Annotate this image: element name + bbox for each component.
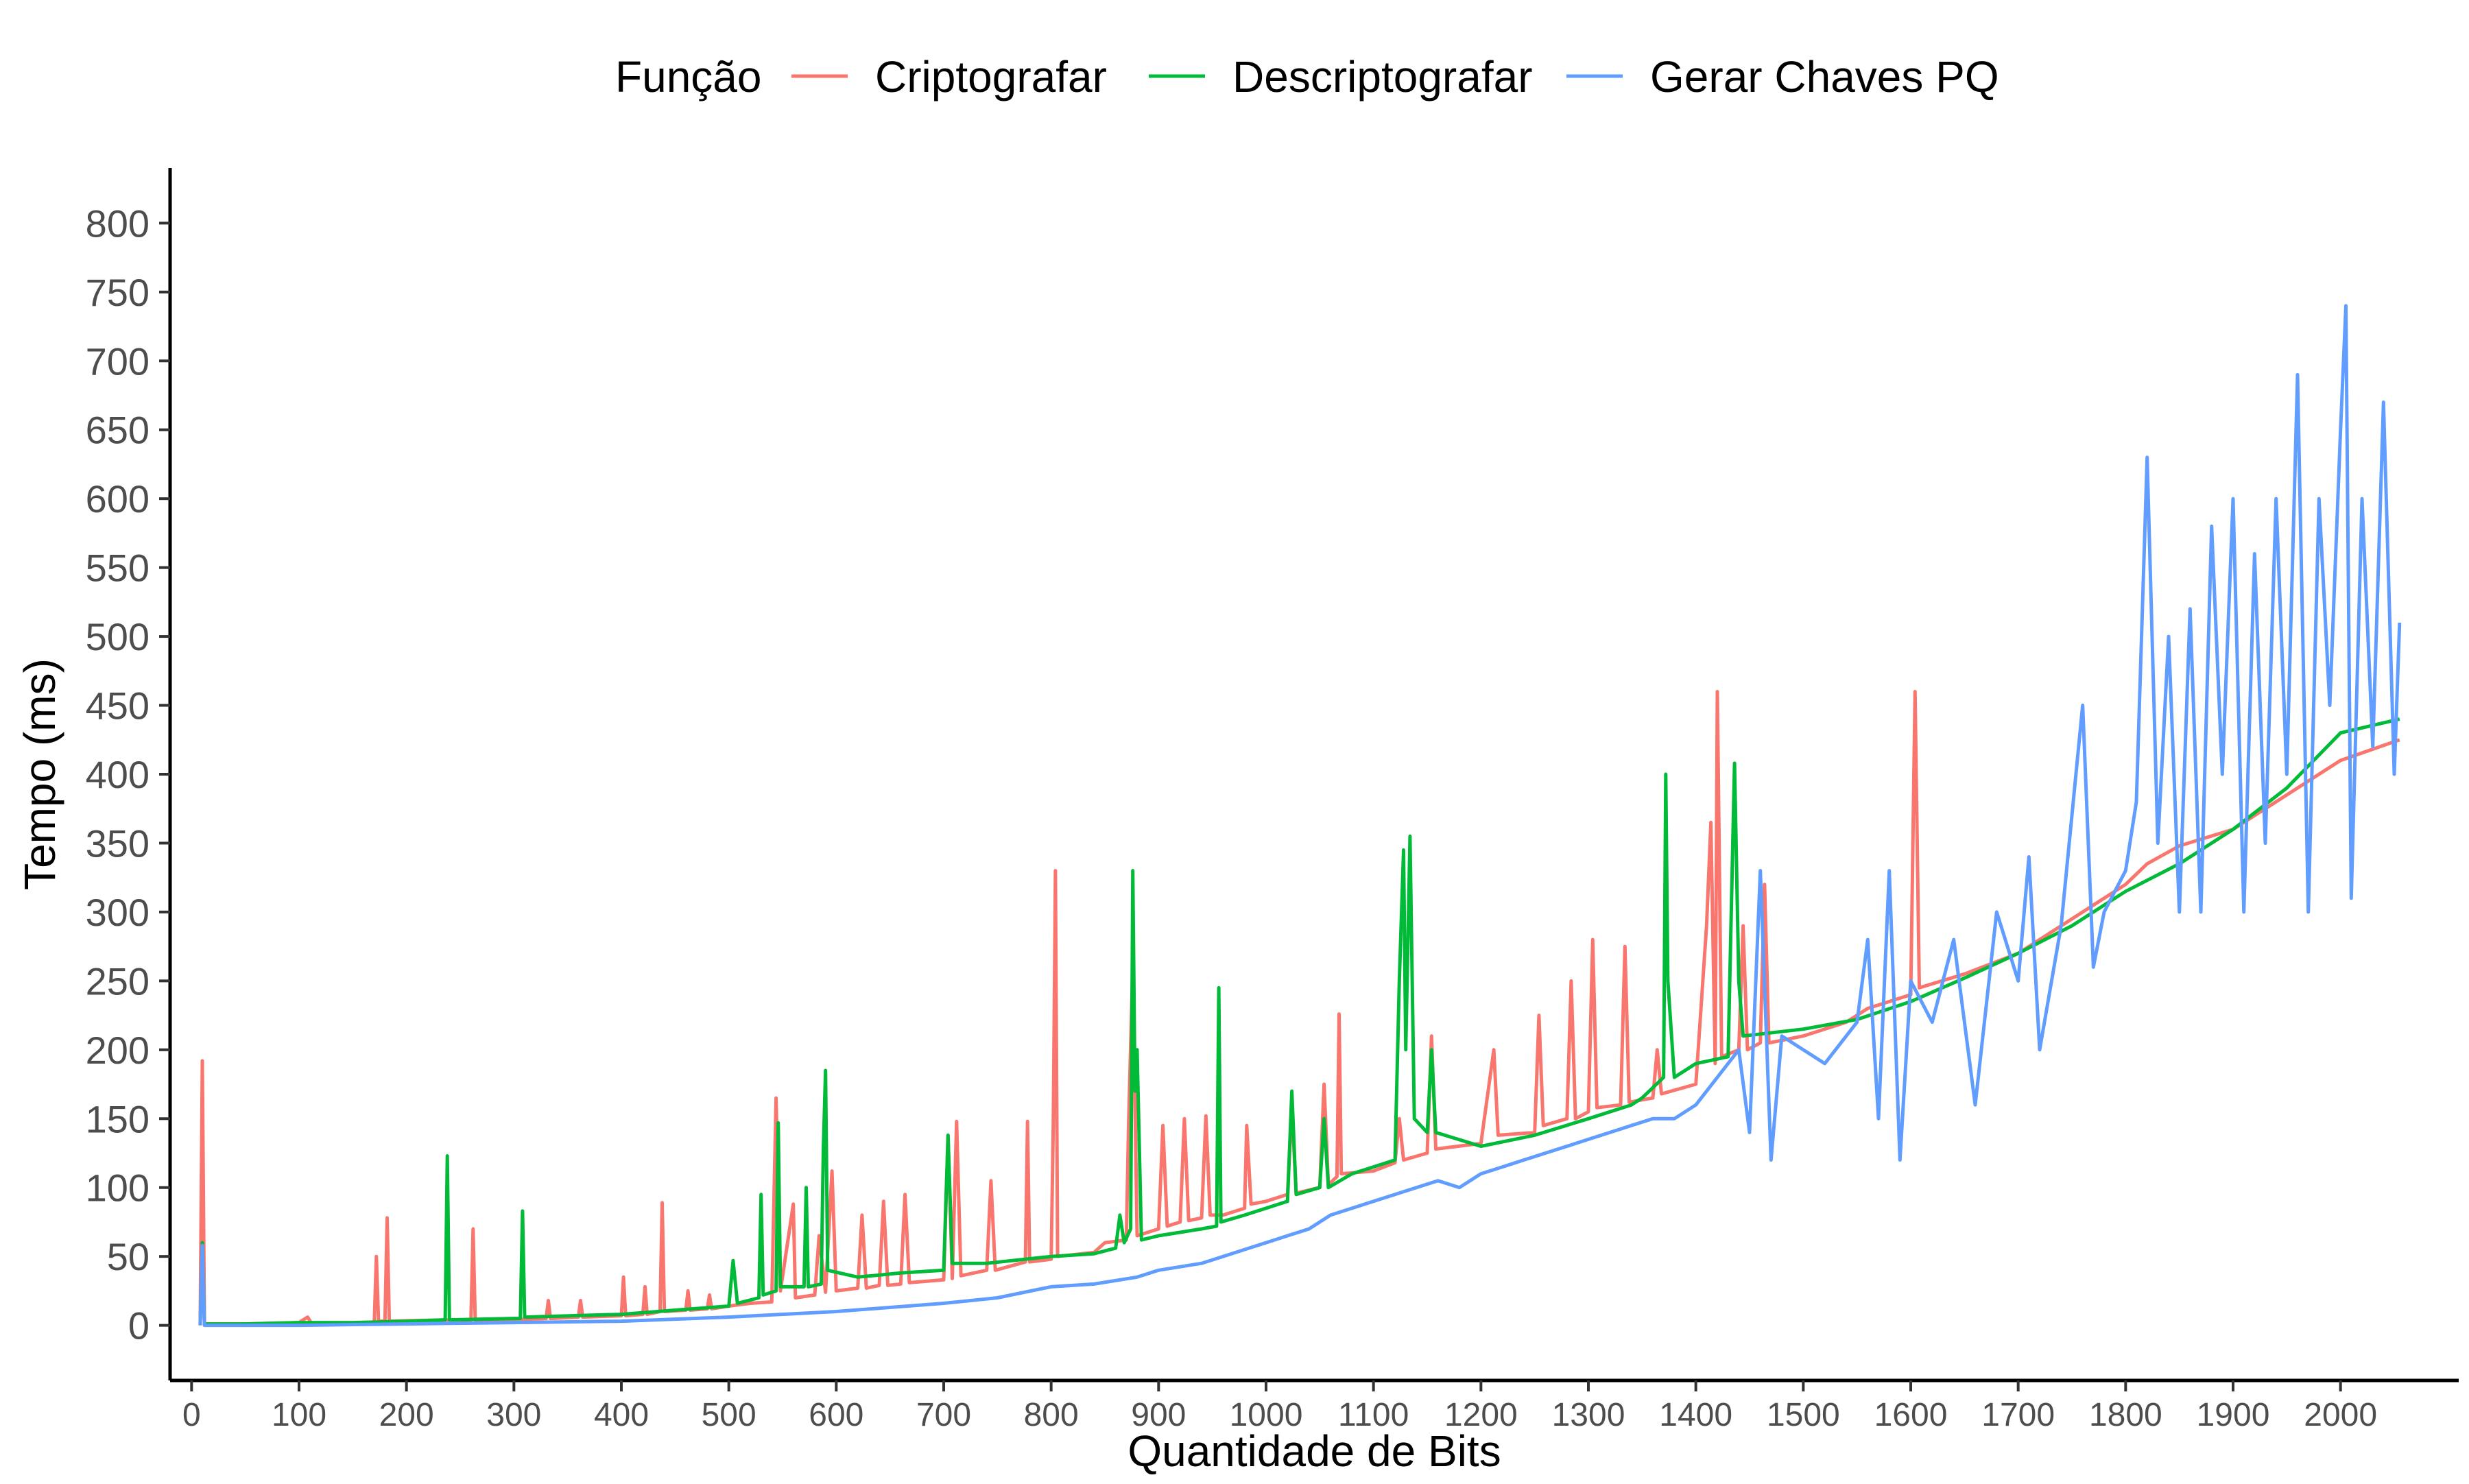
x-tick-label: 1600 [1874,1397,1948,1433]
y-axis-ticks: 0 50 100 150 200 250 300 350 400 450 500 550 600 650 7… [86,202,170,1348]
legend-label-1: Criptografar [875,52,1107,101]
y-tick-label: 350 [86,822,150,865]
legend-label-3: Gerar Chaves PQ [1650,52,1999,101]
x-tick-label: 800 [1024,1397,1079,1433]
x-tick-label: 1500 [1767,1397,1840,1433]
x-tick-label: 1000 [1230,1397,1303,1433]
legend: Função Criptografar Descriptografar Gerar … [615,52,1999,101]
x-tick-label: 100 [272,1397,326,1433]
legend-items: Criptografar Descriptografar Gerar Chaves … [791,52,1999,101]
x-tick-label: 900 [1131,1397,1186,1433]
y-tick-label: 400 [86,753,150,796]
y-tick-label: 50 [107,1235,150,1278]
y-tick-label: 0 [128,1304,150,1348]
y-tick-label: 200 [86,1029,150,1072]
x-tick-label: 300 [486,1397,541,1433]
x-tick-label: 1800 [2089,1397,2162,1433]
x-tick-label: 200 [379,1397,434,1433]
x-tick-label: 700 [916,1397,971,1433]
x-axis-ticks: 0 100 200 300 400 500 600 700 800 900 1000 1100 1200… [182,1380,2377,1433]
y-tick-label: 150 [86,1097,150,1140]
y-tick-label: 450 [86,684,150,728]
x-tick-label: 1400 [1659,1397,1732,1433]
y-tick-label: 600 [86,477,150,520]
y-tick-label: 300 [86,891,150,934]
legend-label-2: Descriptografar [1232,52,1533,101]
x-tick-label: 400 [594,1397,649,1433]
x-tick-label: 600 [809,1397,863,1433]
y-tick-label: 550 [86,547,150,590]
series-line-3 [198,304,2402,1328]
y-tick-label: 750 [86,271,150,314]
y-tick-label: 700 [86,339,150,383]
x-tick-label: 1900 [2197,1397,2270,1433]
x-tick-label: 1100 [1338,1397,1409,1433]
series-line-2 [198,717,2400,1326]
x-tick-label: 1200 [1444,1397,1518,1433]
y-tick-label: 800 [86,202,150,245]
y-tick-label: 250 [86,959,150,1003]
plot-lines [198,304,2402,1328]
x-axis-title: Quantidade de Bits [1128,1426,1501,1476]
x-tick-label: 1700 [1981,1397,2055,1433]
x-tick-label: 1300 [1552,1397,1625,1433]
x-tick-label: 2000 [2304,1397,2377,1433]
y-tick-label: 500 [86,615,150,658]
legend-title: Função [615,52,761,101]
y-tick-label: 650 [86,409,150,452]
y-axis-title: Tempo (ms) [15,658,64,890]
x-tick-label: 500 [702,1397,756,1433]
x-tick-label: 0 [182,1397,201,1433]
y-tick-label: 100 [86,1166,150,1210]
